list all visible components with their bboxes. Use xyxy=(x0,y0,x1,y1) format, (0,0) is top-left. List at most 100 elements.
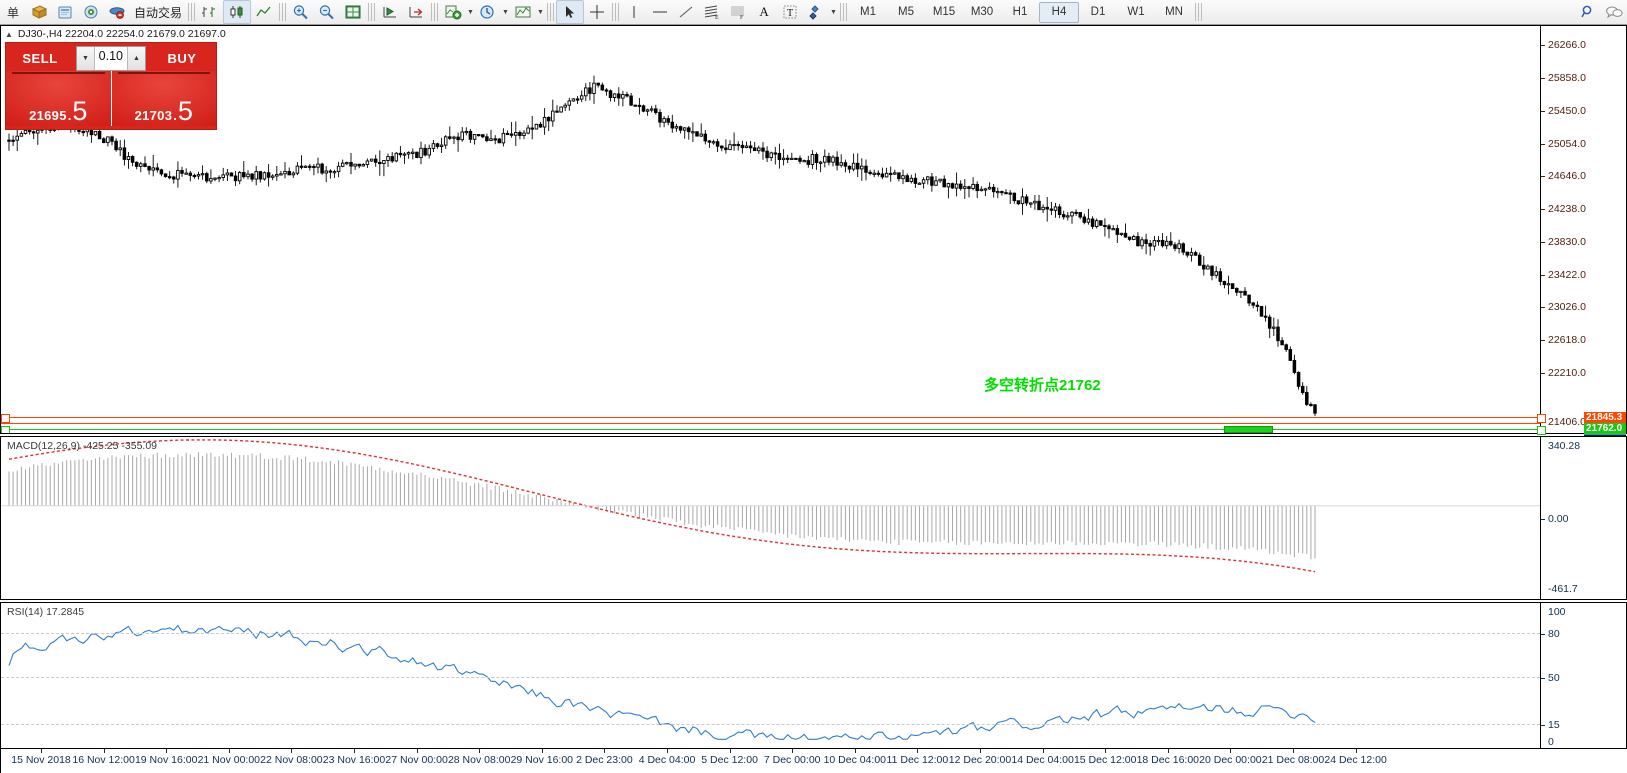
timeframe-mn[interactable]: MN xyxy=(1165,6,1183,18)
timeframe-h4[interactable]: H4 xyxy=(1039,1,1080,23)
volume-value[interactable]: 0.10 xyxy=(98,49,123,63)
entry-line[interactable] xyxy=(1,429,1540,430)
expert-advisor-icon[interactable] xyxy=(104,1,130,23)
collapse-caret-icon[interactable]: ▲ xyxy=(5,29,13,39)
horizontal-line-icon[interactable] xyxy=(647,1,673,23)
autotrading-button[interactable]: 自动交易 xyxy=(134,5,183,20)
time-tick-mark xyxy=(228,749,230,753)
take-profit-line[interactable] xyxy=(1,417,1540,418)
buy-price-quote[interactable]: 21703 . 5 xyxy=(111,71,216,126)
time-tick: 12 Dec 20:00 xyxy=(948,754,1012,766)
entry-handle[interactable] xyxy=(1,426,10,433)
turning-point-annotation[interactable]: 多空转折点21762 xyxy=(984,377,1101,394)
rsi-pane[interactable]: RSI(14) 17.2845 100 80 50 15 0 xyxy=(0,602,1627,749)
timeframe-m15[interactable]: M15 xyxy=(932,6,956,18)
chart-shift-icon[interactable] xyxy=(403,1,429,23)
macd-tick: -461.7 xyxy=(1548,583,1578,595)
take-profit-tag[interactable]: 21845.3 xyxy=(1584,412,1626,424)
macd-tick: 0.00 xyxy=(1541,513,1568,525)
time-axis[interactable]: 15 Nov 2018 16 Nov 12:00 19 Nov 16:00 21 No… xyxy=(0,749,1627,773)
price-tick: 25858.0 xyxy=(1541,72,1586,84)
price-tick: 23830.0 xyxy=(1541,236,1586,248)
time-tick: 11 Dec 12:00 xyxy=(886,754,949,766)
period-dropdown-arrow[interactable]: ▼ xyxy=(502,8,509,16)
zoom-out-icon[interactable] xyxy=(314,1,340,23)
fibonacci-icon[interactable]: E xyxy=(699,1,725,23)
time-tick: 5 Dec 12:00 xyxy=(701,754,758,766)
templates-icon[interactable] xyxy=(510,1,536,23)
volume-dropdown-icon[interactable]: ▼ xyxy=(77,47,95,70)
trade-controls-row: SELL ▼ 0.10 ▲ BUY xyxy=(6,43,216,71)
time-tick: 23 Nov 16:00 xyxy=(322,754,386,766)
buy-price-separator: . xyxy=(173,108,177,123)
candlestick-chart-icon[interactable] xyxy=(223,0,252,24)
time-tick: 29 Nov 16:00 xyxy=(510,754,574,766)
chart-container[interactable]: 多空转折点21762 26266.0 25858.0 25450.0 25054… xyxy=(0,24,1627,773)
sell-button[interactable]: SELL xyxy=(22,51,58,66)
time-tick-mark xyxy=(792,749,794,753)
search-icon[interactable] xyxy=(1575,1,1601,23)
equidistant-channel-icon[interactable]: F xyxy=(725,1,751,23)
bar-chart-icon[interactable] xyxy=(197,1,223,23)
timeframe-w1[interactable]: W1 xyxy=(1127,6,1145,18)
svg-text:E: E xyxy=(715,15,719,20)
svg-text:T: T xyxy=(787,8,793,19)
entry-handle-right[interactable] xyxy=(1537,426,1546,435)
new-order-icon[interactable]: 单 xyxy=(6,5,19,20)
sell-price-quote[interactable]: 21695 . 5 xyxy=(6,71,112,126)
buy-price-fraction: 5 xyxy=(177,95,193,126)
time-tick-mark xyxy=(166,749,168,753)
tile-windows-icon[interactable] xyxy=(340,1,366,23)
sell-price-fraction: 5 xyxy=(72,95,88,126)
take-profit-handle[interactable] xyxy=(1,414,10,423)
crosshair-icon[interactable] xyxy=(584,1,610,23)
metaeditor-icon[interactable] xyxy=(26,1,52,23)
volume-stepper-icon[interactable]: ▲ xyxy=(127,47,145,70)
text-icon[interactable]: A xyxy=(759,4,769,19)
line-chart-icon[interactable] xyxy=(251,1,277,23)
period-icon[interactable] xyxy=(475,1,501,23)
price-pane[interactable]: 多空转折点21762 26266.0 25858.0 25450.0 25054… xyxy=(0,25,1627,457)
timeframe-m1[interactable]: M1 xyxy=(860,6,876,18)
price-axis[interactable]: 26266.0 25858.0 25450.0 25054.0 24646.0 … xyxy=(1537,26,1626,457)
take-profit-line-2[interactable] xyxy=(1,423,1540,424)
news-icon[interactable] xyxy=(52,1,78,23)
timeframe-d1[interactable]: D1 xyxy=(1090,6,1106,18)
shapes-dropdown-arrow[interactable]: ▼ xyxy=(830,8,837,16)
rsi-tick: 80 xyxy=(1541,628,1560,640)
price-plot[interactable]: 多空转折点21762 xyxy=(1,26,1540,433)
one-click-trading-panel[interactable]: SELL ▼ 0.10 ▲ BUY 21695 . 5 21703 xyxy=(5,42,217,130)
auto-scroll-icon[interactable] xyxy=(377,1,403,23)
text-label-icon[interactable]: T xyxy=(777,1,803,23)
zoom-in-icon[interactable] xyxy=(288,1,314,23)
macd-axis[interactable]: 340.28 0.00 -461.7 xyxy=(1540,437,1626,599)
templates-dropdown-arrow[interactable]: ▼ xyxy=(537,8,544,16)
time-tick-mark xyxy=(416,749,418,753)
time-tick: 4 Dec 04:00 xyxy=(638,754,696,766)
timeframe-h1[interactable]: H1 xyxy=(1012,6,1028,18)
cursor-icon[interactable] xyxy=(556,0,585,24)
entry-tag[interactable]: 21762.0 xyxy=(1584,423,1626,435)
macd-pane[interactable]: MACD(12,26,9) -425.25 -355.09 340.28 0.0… xyxy=(0,436,1627,600)
shapes-icon[interactable] xyxy=(803,1,829,23)
timeframe-m5[interactable]: M5 xyxy=(898,6,914,18)
trendline-icon[interactable] xyxy=(673,1,699,23)
entry-zone-marker xyxy=(1224,426,1273,433)
volume-input[interactable]: ▼ 0.10 ▲ xyxy=(76,46,146,71)
rsi-plot[interactable] xyxy=(1,603,1540,748)
timeframe-m30[interactable]: M30 xyxy=(970,6,994,18)
price-tick: 24646.0 xyxy=(1541,170,1586,182)
toolbar-separator xyxy=(547,3,555,21)
macd-plot[interactable] xyxy=(1,437,1540,599)
indicators-icon[interactable] xyxy=(440,1,466,23)
indicators-dropdown-arrow[interactable]: ▼ xyxy=(467,8,474,16)
rsi-axis[interactable]: 100 80 50 15 0 xyxy=(1540,603,1626,748)
time-tick-mark xyxy=(667,749,668,753)
symbol-header: ▲ DJ30-,H4 22204.0 22254.0 21679.0 21697… xyxy=(5,28,226,40)
chat-icon[interactable] xyxy=(1601,1,1627,23)
take-profit-handle-right[interactable] xyxy=(1537,414,1546,423)
buy-button[interactable]: BUY xyxy=(167,51,197,66)
vertical-line-icon[interactable] xyxy=(621,1,647,23)
time-tick-mark xyxy=(291,749,293,753)
network-icon[interactable] xyxy=(78,1,104,23)
